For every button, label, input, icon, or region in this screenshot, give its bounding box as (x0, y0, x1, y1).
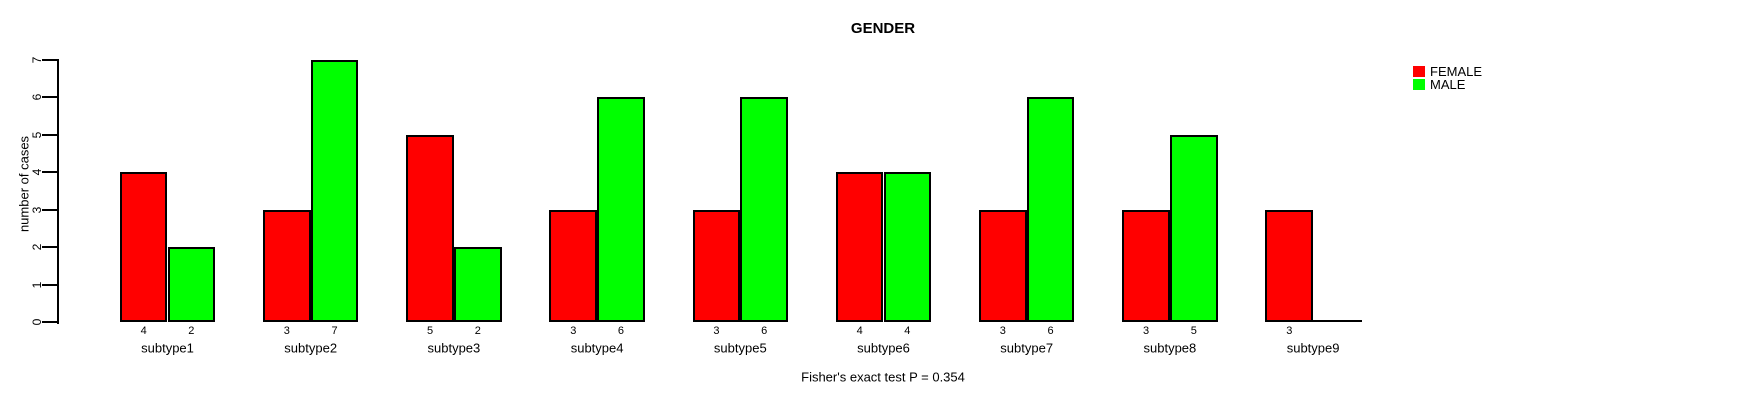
y-axis-tick (42, 133, 57, 136)
bar-value-label: 6 (761, 325, 768, 337)
bar-female-subtype3 (406, 134, 454, 322)
x-category-label: subtype9 (1286, 340, 1340, 356)
x-category-label: subtype3 (427, 340, 481, 356)
y-axis-tick (42, 208, 57, 211)
y-axis-tick-label: 7 (30, 56, 44, 64)
legend-item-female: FEMALE (1413, 65, 1482, 78)
bar-value-label: 3 (1142, 325, 1150, 337)
x-category-label: subtype7 (1000, 340, 1054, 356)
bar-male-subtype5 (740, 97, 788, 322)
bar-value-label: 2 (188, 325, 195, 337)
bar-female-subtype8 (1122, 209, 1170, 322)
bar-value-label: 6 (617, 325, 624, 337)
x-category-label: subtype8 (1143, 340, 1197, 356)
x-category-label: subtype4 (570, 340, 624, 356)
chart-title: GENDER (850, 20, 916, 37)
bar-value-label: 7 (331, 325, 338, 337)
legend-label: FEMALE (1430, 64, 1483, 79)
bar-female-subtype7 (979, 209, 1027, 322)
bar-value-label: 3 (713, 325, 720, 337)
y-axis-tick-label: 3 (30, 206, 44, 214)
bar-value-label: 6 (1047, 325, 1054, 337)
x-category-label: subtype2 (284, 340, 338, 356)
bar-value-label: 2 (474, 325, 481, 337)
bar-female-subtype1 (119, 172, 168, 322)
bar-female-subtype9 (1265, 209, 1314, 322)
bar-value-label: 5 (1190, 325, 1197, 337)
y-axis-line (57, 58, 59, 324)
y-axis-tick (42, 171, 57, 174)
bar-male-subtype4 (597, 97, 645, 322)
caption: Fisher's exact test P = 0.354 (801, 369, 965, 385)
legend: FEMALE MALE (1413, 65, 1482, 91)
bar-value-label: 3 (283, 325, 290, 337)
bar-male-subtype6 (883, 172, 932, 322)
y-axis-tick-label: 1 (30, 281, 44, 288)
y-axis-tick-label: 5 (30, 131, 44, 139)
legend-swatch-male (1413, 79, 1425, 90)
y-axis-tick-label: 0 (30, 318, 44, 326)
bar-male-subtype9 (1312, 320, 1362, 322)
bar-female-subtype4 (549, 209, 598, 322)
y-axis-tick (42, 283, 57, 286)
x-category-label: subtype1 (141, 340, 194, 356)
bar-female-subtype2 (263, 209, 311, 322)
bar-female-subtype5 (692, 209, 741, 322)
bar-value-label: 3 (570, 325, 577, 337)
bar-male-subtype3 (453, 247, 502, 322)
bar-value-label: 4 (856, 325, 863, 337)
bar-value-label: 3 (999, 325, 1006, 337)
x-category-label: subtype5 (713, 340, 767, 356)
x-category-label: subtype6 (857, 340, 910, 356)
bar-male-subtype8 (1169, 134, 1218, 322)
bar-value-label: 5 (426, 325, 434, 337)
y-axis-tick-label: 6 (30, 94, 44, 101)
y-axis-tick (42, 96, 57, 99)
bar-value-label: 4 (904, 325, 911, 337)
y-axis-tick (42, 58, 57, 61)
bar-value-label: 4 (140, 325, 147, 337)
legend-swatch-female (1413, 66, 1425, 77)
legend-item-male: MALE (1413, 78, 1482, 91)
y-axis-tick (42, 321, 57, 323)
y-axis-label: number of cases (16, 135, 32, 233)
bar-male-subtype2 (310, 59, 359, 322)
bar-female-subtype6 (835, 172, 884, 322)
y-axis-tick (42, 246, 57, 249)
bar-value-label: 3 (1286, 325, 1293, 337)
bar-male-subtype7 (1026, 97, 1075, 322)
bar-male-subtype1 (167, 247, 216, 322)
y-axis-tick-label: 2 (30, 243, 44, 251)
legend-label: MALE (1430, 77, 1466, 92)
y-axis-tick-label: 4 (30, 168, 44, 176)
